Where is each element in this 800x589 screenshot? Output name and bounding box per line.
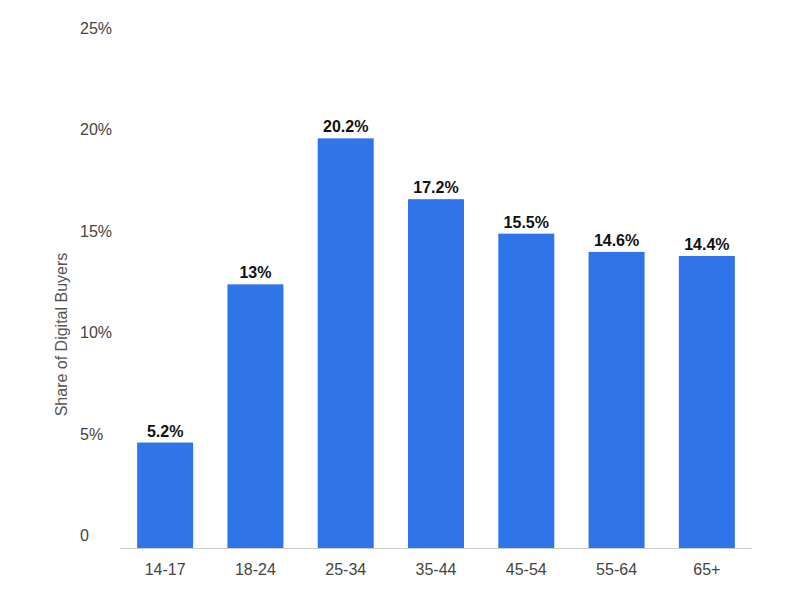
- bar: [227, 284, 283, 548]
- x-tick-label: 45-54: [506, 561, 547, 578]
- x-tick-label: 35-44: [416, 561, 457, 578]
- bar: [589, 252, 645, 548]
- bar: [679, 256, 735, 548]
- y-tick-label: 5%: [80, 426, 103, 443]
- data-label: 14.4%: [684, 236, 729, 253]
- data-labels: 5.2% 13% 20.2% 17.2% 15.5% 14.6% 14.4%: [147, 118, 730, 439]
- y-axis-label: Share of Digital Buyers: [53, 253, 70, 417]
- y-tick-label: 10%: [80, 324, 112, 341]
- bar: [408, 199, 464, 548]
- data-label: 17.2%: [413, 179, 458, 196]
- x-axis-line: [120, 548, 752, 549]
- bar: [318, 138, 374, 548]
- x-axis: 14-17 18-24 25-34 35-44 45-54 55-64 65+: [145, 561, 721, 578]
- y-tick-label: 15%: [80, 223, 112, 240]
- y-tick-label: 20%: [80, 121, 112, 138]
- bar: [498, 234, 554, 548]
- chart-container: 0 5% 10% 15% 20% 25% Share of Digital Buyers 5.…: [0, 0, 800, 589]
- data-label: 13%: [239, 264, 271, 281]
- bars: [137, 138, 735, 548]
- data-label: 20.2%: [323, 118, 368, 135]
- data-label: 15.5%: [504, 214, 549, 231]
- x-tick-label: 18-24: [235, 561, 276, 578]
- x-tick-label: 65+: [693, 561, 720, 578]
- y-tick-label: 25%: [80, 20, 112, 37]
- data-label: 5.2%: [147, 423, 183, 440]
- bar: [137, 443, 193, 548]
- x-tick-label: 25-34: [325, 561, 366, 578]
- y-axis: 0 5% 10% 15% 20% 25%: [80, 20, 116, 548]
- x-tick-label: 14-17: [145, 561, 186, 578]
- data-label: 14.6%: [594, 232, 639, 249]
- x-tick-label: 55-64: [596, 561, 637, 578]
- y-tick-label: 0: [80, 527, 89, 544]
- chart-svg: 0 5% 10% 15% 20% 25% Share of Digital Buyers 5.…: [0, 0, 800, 589]
